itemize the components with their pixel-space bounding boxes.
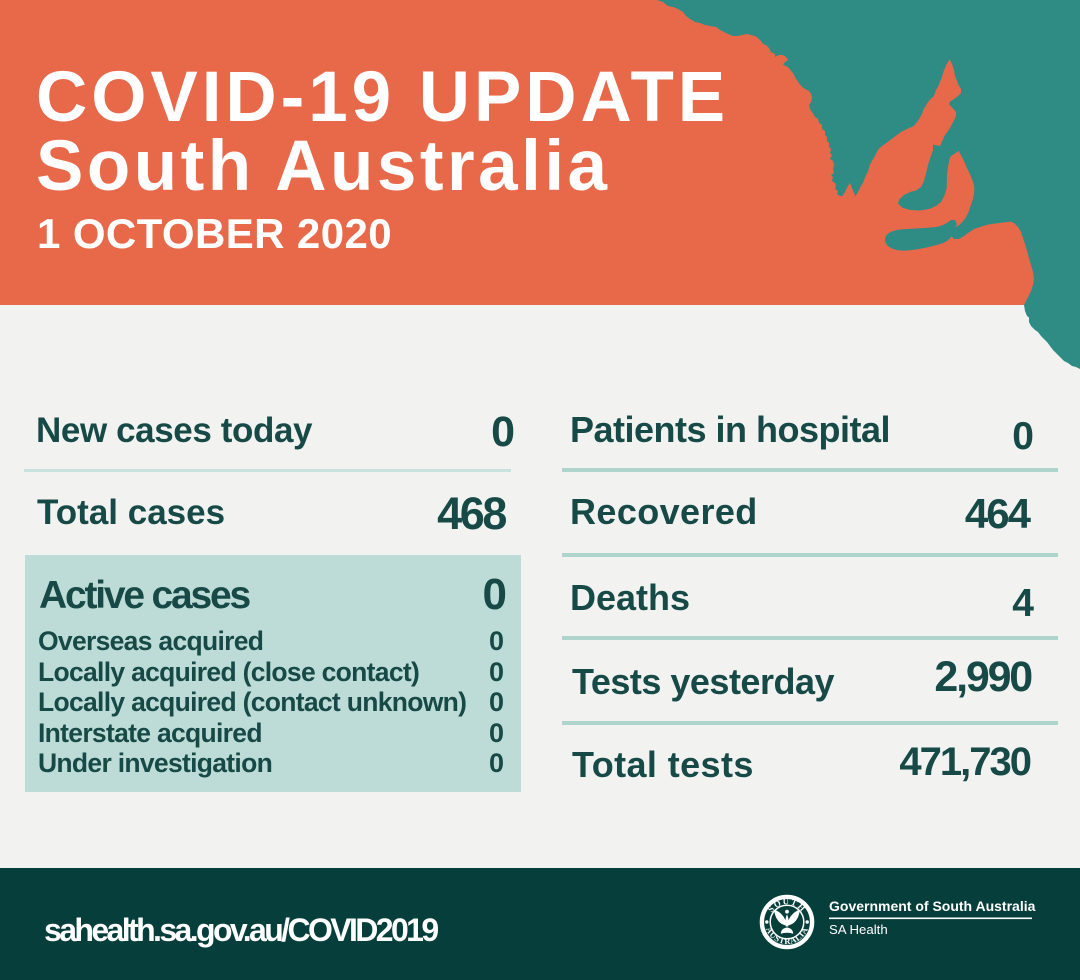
svg-text:SA Health: SA Health <box>829 922 888 937</box>
svg-text:Government of South Australia: Government of South Australia <box>829 898 1036 914</box>
